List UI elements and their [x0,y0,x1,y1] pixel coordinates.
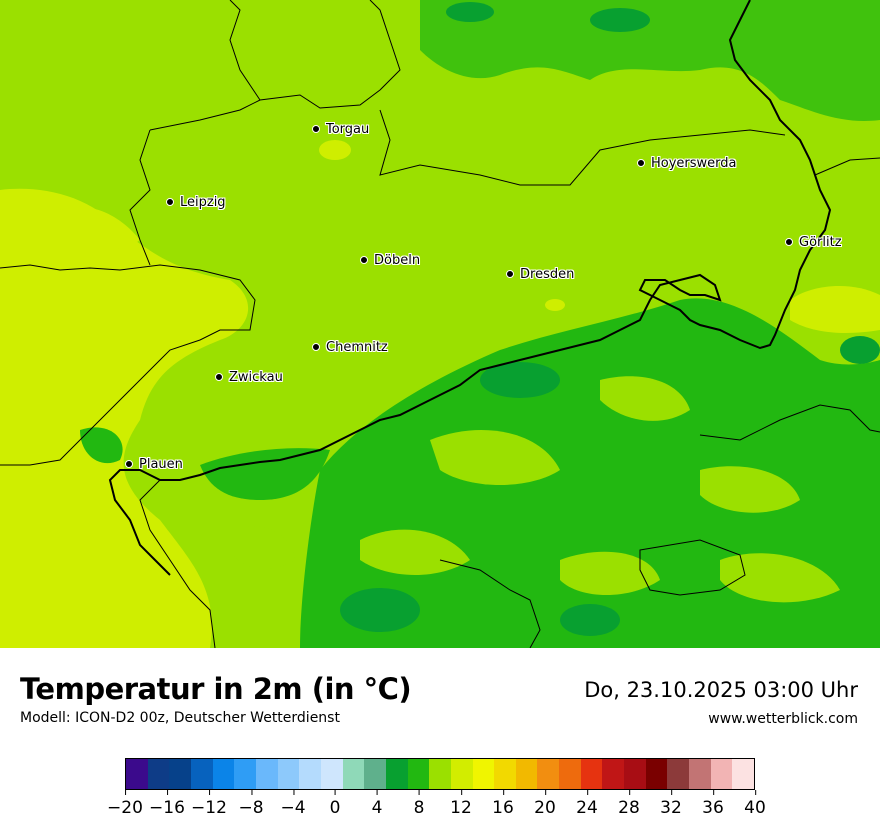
map-canvas [0,0,880,648]
colorbar-segment [645,759,668,789]
national-border [108,0,832,576]
city-marker [785,237,793,246]
colorbar-segment [299,759,321,789]
city-label: Dresden [520,267,575,282]
map-title: Temperatur in 2m (in °C) [20,672,412,706]
colorbar-segment [429,759,451,789]
cooler-spots [340,2,880,636]
colorbar-tick-label: 28 [618,790,640,818]
colorbar-tick-label: −20 [107,790,143,818]
colorbar-segment [624,759,646,789]
warm-areas [0,140,880,648]
colorbar-segment [515,759,538,789]
city-hoyerswerda: Hoyerswerda [637,157,737,171]
colorbar-segment [472,759,495,789]
city-label: Döbeln [374,253,421,268]
colorbar-segment [255,759,278,789]
colorbar-tick-label: 0 [329,790,341,818]
colorbar-segment [169,759,191,789]
colorbar-tick-label: 36 [702,790,724,818]
city-marker [166,197,174,206]
colorbar-segment [277,759,300,789]
colorbar-segment [450,759,473,789]
city-label: Hoyerswerda [651,156,737,171]
city-label: Torgau [326,122,370,137]
city-marker [637,158,645,167]
city-label: Plauen [139,457,183,472]
city-marker [360,255,368,264]
model-source: Modell: ICON-D2 00z, Deutscher Wetterdie… [20,710,340,726]
colorbar-segment [689,759,711,789]
colorbar-tick-label: 16 [492,790,514,818]
colorbar-tick-label: 32 [660,790,682,818]
colorbar-segment [580,759,603,789]
city-label: Zwickau [229,370,283,385]
city-marker [125,459,133,468]
city-marker [312,342,320,351]
state-borders [0,0,880,648]
temperature-colorbar [125,758,755,790]
city-goerlitz: Görlitz [785,236,842,250]
colorbar-segment [364,759,386,789]
temperature-map: Torgau Hoyerswerda Leipzig Görlitz Döbel… [0,0,880,648]
colorbar-tick-label: 24 [576,790,598,818]
colorbar-segment [537,759,560,789]
colorbar-ticks: −20 −16 −12 −8 −4 0 4 8 12 16 20 24 28 32 36 40 [107,790,766,820]
city-marker [506,269,514,278]
city-torgau: Torgau [312,123,369,137]
colorbar-segment [732,759,755,789]
city-label: Leipzig [180,195,226,210]
city-label: Görlitz [799,235,842,250]
city-label: Chemnitz [326,340,388,355]
colorbar-segment [710,759,733,789]
city-chemnitz: Chemnitz [312,341,388,355]
colorbar-segment [190,759,213,789]
colorbar-tick-label: −16 [149,790,185,818]
colorbar-tick-label: 40 [744,790,766,818]
colorbar-segment [320,759,343,789]
city-leipzig: Leipzig [166,196,226,210]
colorbar-segment [559,759,581,789]
forecast-datetime: Do, 23.10.2025 03:00 Uhr [584,678,858,702]
colorbar-tick-label: 20 [534,790,556,818]
city-marker [312,124,320,133]
colorbar-tick-label: −8 [238,790,264,818]
colorbar-segment [667,759,690,789]
map-footer: Temperatur in 2m (in °C) Modell: ICON-D2… [0,648,880,830]
colorbar-segment [126,759,148,789]
mixed-areas [230,376,840,603]
city-marker [215,372,223,381]
city-dresden: Dresden [506,268,574,282]
colorbar-tick-label: 12 [450,790,472,818]
colorbar-segment [342,759,365,789]
colorbar-tick-label: 4 [371,790,383,818]
colorbar-segment [602,759,625,789]
city-doebeln: Döbeln [360,254,420,268]
colorbar-segment [234,759,256,789]
city-zwickau: Zwickau [215,371,283,385]
city-plauen: Plauen [125,458,183,472]
colorbar-segment [407,759,430,789]
colorbar-tick-label: −4 [280,790,306,818]
colorbar-segment [212,759,235,789]
colorbar-segment [494,759,516,789]
colorbar-tick-label: −12 [191,790,227,818]
website-link[interactable]: www.wetterblick.com [708,711,858,727]
colorbar-tick-label: 8 [413,790,425,818]
colorbar-segment [147,759,170,789]
colorbar-segment [385,759,408,789]
